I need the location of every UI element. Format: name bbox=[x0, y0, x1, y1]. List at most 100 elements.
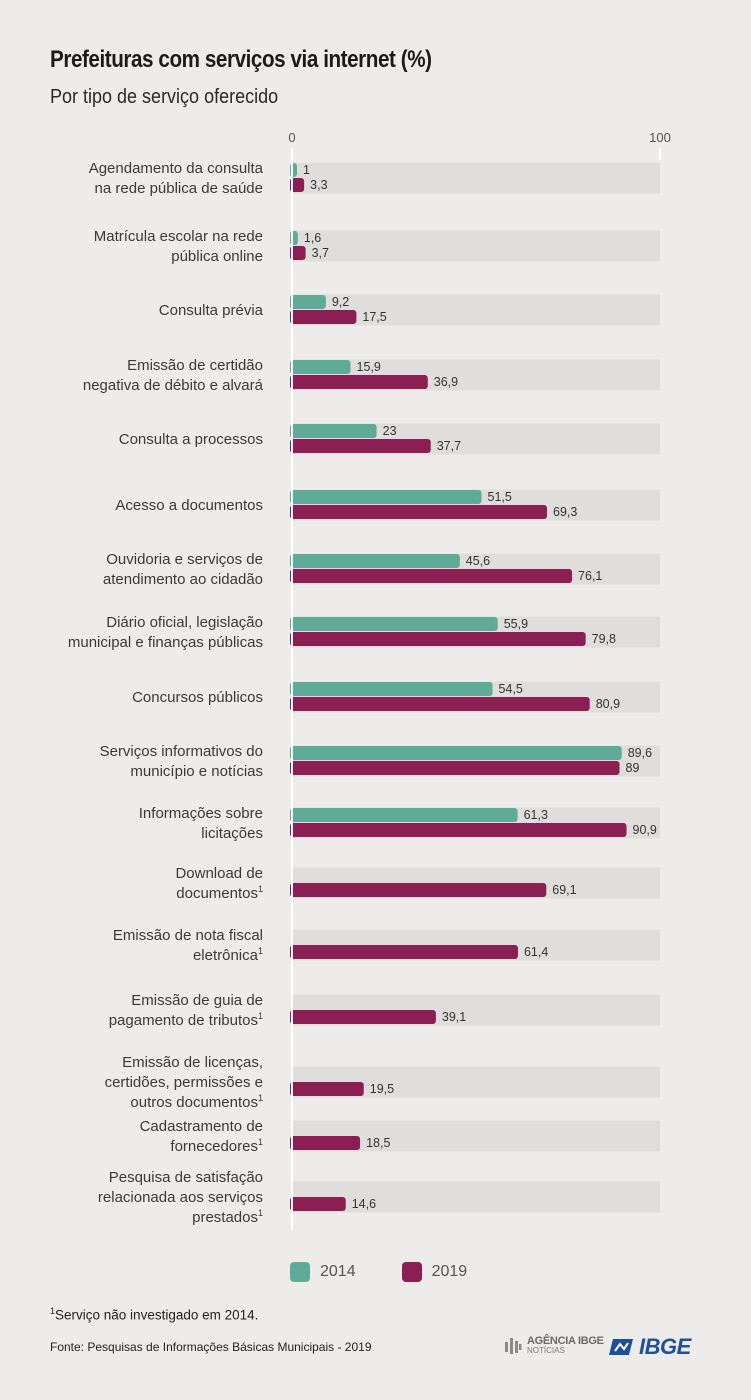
category-label: Serviços informativos do bbox=[100, 743, 263, 760]
series-2019-bar bbox=[290, 632, 586, 646]
x-tick-label: 0 bbox=[288, 130, 295, 145]
row-track bbox=[292, 230, 660, 262]
series-2019-value-label: 79,8 bbox=[592, 632, 616, 646]
category-label: Cadastramento de bbox=[140, 1118, 263, 1135]
series-2019-value-label: 80,9 bbox=[596, 697, 620, 711]
series-2019-bar bbox=[290, 761, 620, 775]
ibge-logo-icon bbox=[609, 1339, 633, 1355]
chart-subtitle: Por tipo de serviço oferecido bbox=[50, 86, 279, 108]
series-2014-value-label: 89,6 bbox=[628, 746, 652, 760]
footnote-text: Serviço não investigado em 2014. bbox=[55, 1307, 259, 1323]
category-label: Consulta a processos bbox=[119, 431, 263, 448]
category-label: Download de bbox=[175, 865, 263, 882]
legend-label-2014: 2014 bbox=[320, 1263, 356, 1280]
series-2019-value-label: 3,3 bbox=[310, 178, 327, 192]
legend-swatch-2014 bbox=[290, 1262, 310, 1282]
category-label: Emissão de licenças, bbox=[122, 1054, 263, 1071]
footnote: 1Serviço não investigado em 2014. bbox=[50, 1306, 258, 1323]
agencia-ibge-logo: AGÊNCIA IBGE NOTÍCIAS bbox=[503, 1336, 604, 1356]
series-2014-value-label: 54,5 bbox=[499, 682, 523, 696]
category-label: negativa de débito e alvará bbox=[83, 377, 264, 394]
series-2019-bar bbox=[290, 1010, 436, 1024]
series-2014-value-label: 61,3 bbox=[524, 808, 548, 822]
series-2019-value-label: 89 bbox=[626, 761, 640, 775]
legend-item-2019: 2019 bbox=[401, 1262, 468, 1282]
category-label: Informações sobre bbox=[139, 805, 263, 822]
series-2014-bar bbox=[290, 682, 493, 696]
series-2014-bar bbox=[290, 617, 498, 631]
legend-label-2019: 2019 bbox=[431, 1263, 468, 1280]
ibge-logo-text: IBGE bbox=[639, 1334, 691, 1359]
series-2019-bar bbox=[290, 246, 306, 260]
category-label: municipal e finanças públicas bbox=[68, 634, 263, 651]
category-label: outros documentos1 bbox=[130, 1093, 263, 1111]
series-2019-bar bbox=[290, 697, 590, 711]
series-2019-bar bbox=[290, 945, 518, 959]
agencia-logo-line1: AGÊNCIA IBGE bbox=[527, 1335, 604, 1347]
series-2019-bar bbox=[290, 883, 547, 897]
category-label: pública online bbox=[171, 248, 263, 265]
series-2019-bar bbox=[290, 1082, 364, 1096]
series-2014-bar bbox=[290, 746, 622, 760]
series-2019-value-label: 18,5 bbox=[366, 1136, 390, 1150]
category-label: relacionada aos serviços bbox=[98, 1189, 263, 1206]
series-2014-value-label: 45,6 bbox=[466, 554, 490, 568]
series-2014-value-label: 1 bbox=[303, 163, 310, 177]
category-label: Agendamento da consulta bbox=[89, 160, 264, 177]
series-2014-value-label: 23 bbox=[383, 424, 397, 438]
series-2014-value-label: 15,9 bbox=[357, 360, 381, 374]
row-track bbox=[292, 1181, 660, 1213]
series-2014-bar bbox=[290, 808, 518, 822]
series-2019-bar bbox=[290, 1197, 346, 1211]
series-2019-value-label: 17,5 bbox=[362, 310, 386, 324]
series-2014-bar bbox=[290, 295, 326, 309]
category-label: Concursos públicos bbox=[132, 689, 263, 706]
series-2019-value-label: 3,7 bbox=[312, 246, 329, 260]
series-2019-value-label: 76,1 bbox=[578, 569, 602, 583]
category-label: licitações bbox=[201, 825, 263, 842]
category-label: prestados1 bbox=[192, 1208, 263, 1226]
legend-item-2014: 2014 bbox=[290, 1262, 356, 1282]
category-label: certidões, permissões e bbox=[105, 1074, 263, 1091]
series-2014-value-label: 1,6 bbox=[304, 231, 321, 245]
series-2014-value-label: 55,9 bbox=[504, 617, 528, 631]
series-2014-value-label: 51,5 bbox=[488, 490, 512, 504]
chart-title: Prefeituras com serviços via internet (%… bbox=[50, 46, 432, 73]
series-2019-value-label: 90,9 bbox=[633, 823, 657, 837]
series-2019-value-label: 69,1 bbox=[552, 883, 576, 897]
category-label: Acesso a documentos bbox=[115, 497, 263, 514]
category-label: município e notícias bbox=[130, 763, 263, 780]
series-2019-value-label: 36,9 bbox=[434, 375, 458, 389]
legend-swatch-2019 bbox=[401, 1262, 422, 1282]
category-label: Ouvidoria e serviços de bbox=[106, 551, 263, 568]
category-label: fornecedores1 bbox=[170, 1137, 263, 1155]
category-label: Matrícula escolar na rede bbox=[94, 228, 263, 245]
series-2019-bar bbox=[290, 823, 627, 837]
category-label: Consulta prévia bbox=[159, 302, 264, 319]
series-2019-value-label: 19,5 bbox=[370, 1082, 394, 1096]
category-label: documentos1 bbox=[176, 884, 263, 902]
agencia-logo-line2: NOTÍCIAS bbox=[527, 1346, 565, 1355]
category-label: Diário oficial, legislação bbox=[106, 614, 263, 631]
series-2019-bar bbox=[290, 178, 305, 192]
category-label: Emissão de nota fiscal bbox=[113, 927, 263, 944]
ibge-logo: IBGE bbox=[609, 1334, 691, 1360]
series-2014-value-label: 9,2 bbox=[332, 295, 349, 309]
series-2019-bar bbox=[290, 1136, 361, 1150]
bar-chart: 0 100 Agendamento da consulta na rede públi… bbox=[68, 130, 671, 1230]
category-label: eletrônica1 bbox=[193, 946, 263, 964]
legend: 2014 2019 bbox=[290, 1262, 467, 1282]
footnote-mark: 1 bbox=[50, 1306, 56, 1316]
category-label: na rede pública de saúde bbox=[95, 180, 263, 197]
series-2019-bar bbox=[290, 310, 357, 324]
category-label: pagamento de tributos1 bbox=[109, 1011, 263, 1029]
series-2019-bar bbox=[290, 375, 428, 389]
series-2014-bar bbox=[290, 360, 351, 374]
row-track bbox=[292, 162, 660, 194]
category-label: Emissão de guia de bbox=[131, 992, 263, 1009]
series-2019-bar bbox=[290, 505, 548, 519]
series-2019-bar bbox=[290, 439, 431, 453]
series-2019-value-label: 37,7 bbox=[437, 439, 461, 453]
series-2019-value-label: 39,1 bbox=[442, 1010, 466, 1024]
category-label: Emissão de certidão bbox=[127, 357, 263, 374]
